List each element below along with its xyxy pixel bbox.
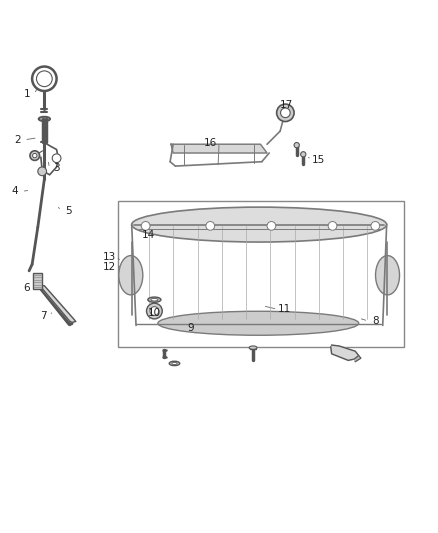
Bar xyxy=(33,273,42,289)
Circle shape xyxy=(30,151,39,160)
Ellipse shape xyxy=(132,207,387,242)
Ellipse shape xyxy=(151,298,158,301)
Text: 5: 5 xyxy=(65,206,72,216)
Circle shape xyxy=(32,154,37,158)
Text: 15: 15 xyxy=(312,155,325,165)
Ellipse shape xyxy=(39,117,50,121)
Polygon shape xyxy=(354,356,361,362)
Circle shape xyxy=(32,67,57,91)
Ellipse shape xyxy=(119,256,143,295)
Ellipse shape xyxy=(148,297,161,302)
Text: 1: 1 xyxy=(24,89,30,99)
Polygon shape xyxy=(171,144,267,153)
Text: 11: 11 xyxy=(278,304,291,314)
Circle shape xyxy=(36,71,52,87)
Circle shape xyxy=(371,222,380,230)
Circle shape xyxy=(300,152,306,157)
Text: 12: 12 xyxy=(102,262,116,272)
Ellipse shape xyxy=(375,256,399,295)
Ellipse shape xyxy=(158,311,359,335)
Text: 14: 14 xyxy=(141,230,155,240)
Ellipse shape xyxy=(169,361,180,366)
Text: 16: 16 xyxy=(204,139,217,148)
Circle shape xyxy=(52,154,61,163)
Circle shape xyxy=(328,222,337,230)
Text: 8: 8 xyxy=(372,316,378,326)
Bar xyxy=(118,201,404,348)
Circle shape xyxy=(141,222,150,230)
Polygon shape xyxy=(41,286,76,322)
Text: 10: 10 xyxy=(148,308,161,318)
Circle shape xyxy=(277,104,294,122)
Circle shape xyxy=(281,108,290,118)
Polygon shape xyxy=(331,345,359,360)
Ellipse shape xyxy=(249,346,257,350)
Text: 2: 2 xyxy=(14,135,21,145)
Circle shape xyxy=(150,306,159,316)
Text: 6: 6 xyxy=(24,284,30,293)
Text: 3: 3 xyxy=(53,163,60,173)
Text: 7: 7 xyxy=(40,311,47,321)
Circle shape xyxy=(294,142,299,148)
Circle shape xyxy=(267,222,276,230)
Text: 4: 4 xyxy=(11,187,18,196)
Text: 13: 13 xyxy=(102,252,116,262)
Text: 17: 17 xyxy=(280,100,293,110)
Text: 9: 9 xyxy=(187,324,194,334)
Circle shape xyxy=(206,222,215,230)
Ellipse shape xyxy=(172,362,177,365)
Circle shape xyxy=(147,303,162,319)
Circle shape xyxy=(38,167,46,176)
